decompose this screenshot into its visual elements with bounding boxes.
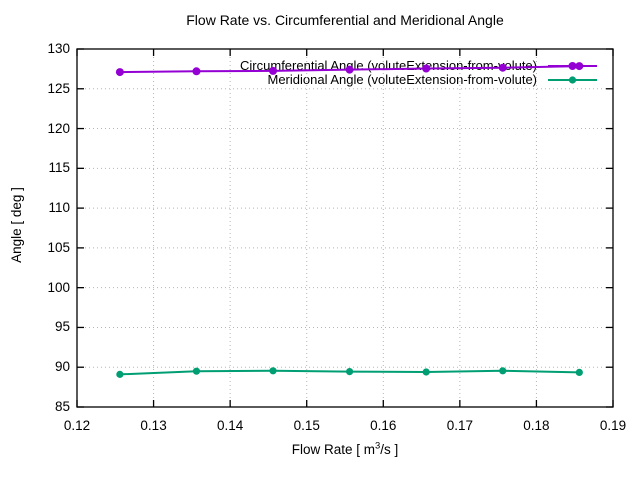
y-tick-label: 90 — [54, 359, 70, 375]
data-point — [422, 64, 431, 73]
y-tick-label: 130 — [47, 41, 70, 56]
data-point — [345, 65, 354, 74]
x-tick-label: 0.18 — [523, 418, 550, 433]
data-point — [499, 367, 507, 375]
x-tick-label: 0.17 — [446, 418, 473, 433]
data-point — [575, 62, 584, 71]
legend-entry-meridional-angle: Meridional Angle (voluteExtension-from-v… — [267, 72, 537, 87]
y-tick-label: 125 — [47, 80, 70, 96]
y-tick-label: 100 — [47, 279, 70, 295]
data-point — [115, 68, 124, 77]
y-tick-label: 120 — [47, 120, 70, 136]
y-tick-label: 85 — [54, 399, 70, 414]
x-tick-label: 0.15 — [293, 418, 320, 433]
x-tick-label: 0.13 — [140, 418, 167, 433]
data-point — [498, 63, 507, 72]
data-point — [192, 367, 201, 375]
x-tick-label: 0.16 — [370, 418, 397, 433]
x-axis-label: Flow Rate [ m3/s ] — [291, 440, 399, 457]
data-point — [345, 367, 354, 376]
plot-border — [76, 48, 614, 408]
y-tick-label: 115 — [48, 160, 70, 176]
data-point — [575, 368, 583, 376]
x-tick-label: 0.14 — [217, 418, 244, 433]
y-axis-label: Angle [ deg ] — [9, 187, 24, 263]
data-point — [422, 368, 430, 376]
y-tick-label: 110 — [48, 200, 70, 216]
x-tick-label: 0.12 — [63, 418, 91, 433]
data-point — [269, 367, 277, 375]
data-point — [269, 66, 278, 75]
y-tick-label: 95 — [54, 319, 70, 335]
y-tick-label: 105 — [47, 239, 70, 255]
chart-title: Flow Rate vs. Circumferential and Meridi… — [186, 12, 504, 28]
legend-sample-marker — [568, 76, 577, 84]
data-point — [192, 67, 201, 76]
x-tick-label: 0.19 — [599, 418, 627, 433]
data-point — [116, 370, 124, 378]
